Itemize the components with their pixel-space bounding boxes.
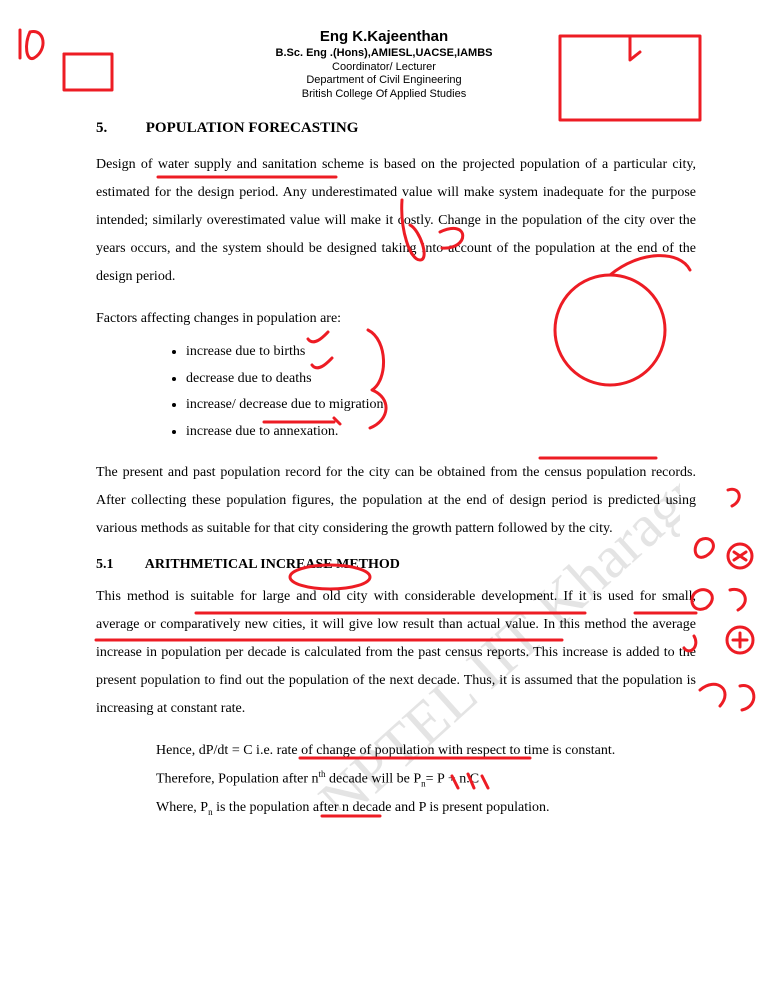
- eq2-pre: Therefore, Population after n: [156, 772, 319, 787]
- paragraph-census: The present and past population record f…: [96, 459, 696, 543]
- factors-intro: Factors affecting changes in population …: [96, 305, 696, 333]
- annot-scribble: [740, 686, 754, 710]
- author-name: Eng K.Kajeenthan: [0, 28, 768, 47]
- paragraph-intro: Design of water supply and sanitation sc…: [96, 151, 696, 291]
- document-body: 5. POPULATION FORECASTING Design of wate…: [96, 120, 696, 822]
- author-institution: British College Of Applied Studies: [0, 88, 768, 102]
- annot-scribble: [730, 589, 745, 610]
- list-item: increase due to annexation.: [186, 419, 696, 446]
- section-heading: 5. POPULATION FORECASTING: [96, 120, 696, 137]
- subsection-heading: 5.1 ARITHMETICAL INCREASE METHOD: [96, 557, 696, 573]
- eq2-sup: th: [319, 769, 326, 779]
- equation-line-3: Where, Pn is the population after n deca…: [156, 794, 696, 822]
- equation-line-1: Hence, dP/dt = C i.e. rate of change of …: [156, 737, 696, 765]
- annot-circle-icon: [728, 544, 752, 568]
- annot-scribble: [728, 489, 739, 506]
- eq3-pre: Where, P: [156, 800, 208, 815]
- list-item: decrease due to deaths: [186, 366, 696, 393]
- section-number: 5.: [96, 120, 142, 137]
- annot-scribble: [733, 633, 747, 647]
- annot-scribble: [700, 684, 725, 706]
- list-item: increase/ decrease due to migration: [186, 392, 696, 419]
- subsection-number: 5.1: [96, 557, 142, 573]
- section-title-text: POPULATION FORECASTING: [146, 120, 359, 136]
- author-department: Department of Civil Engineering: [0, 74, 768, 88]
- annot-scribble: [734, 552, 746, 560]
- eq2-tail: = P + n.C: [426, 772, 479, 787]
- equation-line-2: Therefore, Population after nth decade w…: [156, 765, 696, 794]
- subsection-title-text: ARITHMETICAL INCREASE METHOD: [145, 557, 400, 572]
- author-credentials: B.Sc. Eng .(Hons),AMIESL,UACSE,IAMBS: [0, 47, 768, 61]
- document-header: Eng K.Kajeenthan B.Sc. Eng .(Hons),AMIES…: [0, 0, 768, 102]
- eq3-post: is the population after n decade and P i…: [213, 800, 550, 815]
- author-role: Coordinator/ Lecturer: [0, 61, 768, 75]
- annot-scribble: [695, 539, 713, 558]
- eq2-post: decade will be P: [326, 772, 422, 787]
- annot-circle-icon: [727, 627, 753, 653]
- factors-list: increase due to births decrease due to d…: [96, 339, 696, 445]
- list-item: increase due to births: [186, 339, 696, 366]
- paragraph-method: This method is suitable for large and ol…: [96, 583, 696, 723]
